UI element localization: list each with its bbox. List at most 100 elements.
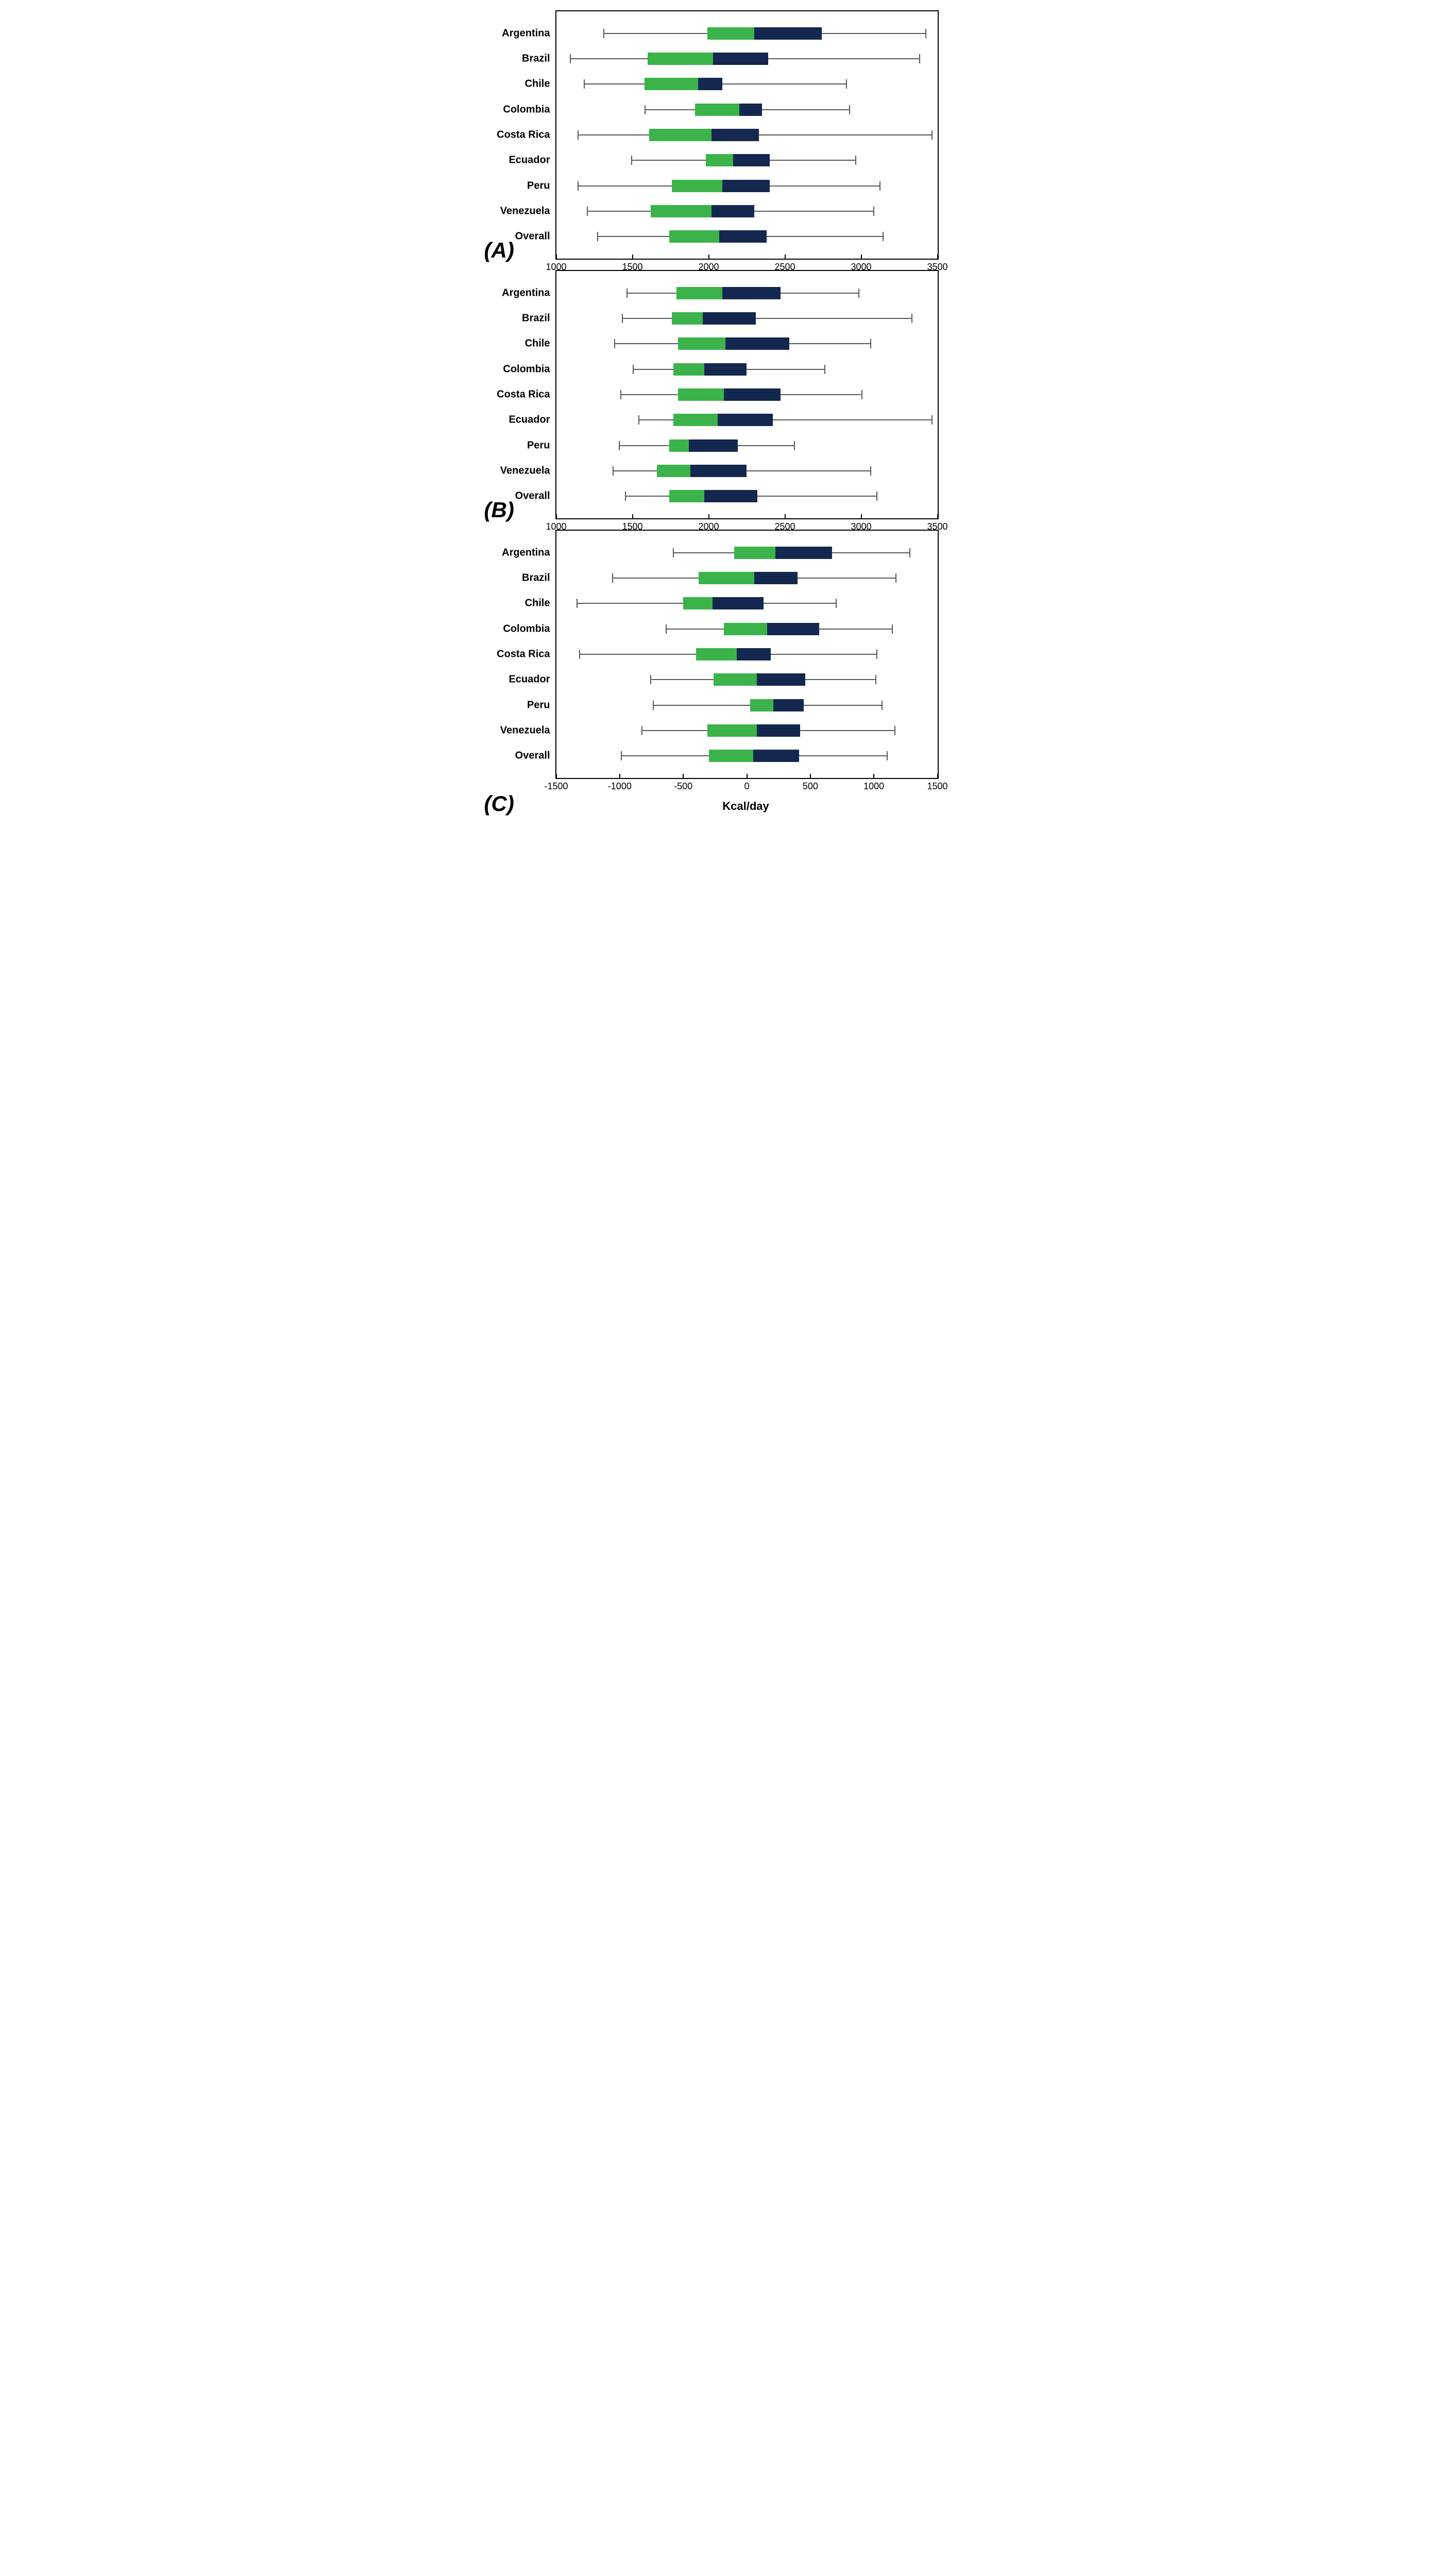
panel-letter: (A) bbox=[484, 238, 514, 263]
row-label: Ecuador bbox=[509, 674, 556, 686]
whisker-cap-low bbox=[613, 466, 614, 476]
box-med-q3 bbox=[773, 699, 804, 711]
plot-area: Argentina Brazil Chile bbox=[555, 270, 939, 519]
box-q1-med bbox=[696, 648, 737, 660]
tick-mark bbox=[632, 514, 633, 518]
x-axis: -1500 -1000 -500 0 500 1000 1500 bbox=[556, 778, 938, 799]
box-q1-med bbox=[699, 572, 755, 584]
whisker-cap-low bbox=[638, 415, 639, 425]
whisker-cap-low bbox=[621, 751, 622, 760]
whisker-cap-high bbox=[919, 54, 920, 63]
box-med-q3 bbox=[722, 180, 770, 192]
box-q1-med bbox=[678, 337, 725, 350]
tick-mark bbox=[619, 774, 620, 778]
whisker-cap-low bbox=[612, 573, 613, 583]
box-q1-med bbox=[649, 129, 711, 141]
whisker-cap-high bbox=[836, 599, 837, 608]
tick-mark bbox=[708, 255, 709, 259]
whisker-cap-high bbox=[861, 390, 862, 399]
box-row: Venezuela bbox=[556, 719, 938, 742]
whisker-cap-low bbox=[584, 79, 585, 89]
box-row: Colombia bbox=[556, 358, 938, 381]
row-label: Ecuador bbox=[509, 414, 556, 426]
box-med-q3 bbox=[713, 597, 764, 609]
plot-area: Argentina Brazil Chile bbox=[555, 10, 939, 260]
box-q1-med bbox=[657, 465, 690, 477]
tick-mark bbox=[556, 255, 557, 259]
row-label: Peru bbox=[527, 180, 556, 192]
row-label: Argentina bbox=[502, 547, 556, 558]
box-q1-med bbox=[645, 78, 698, 90]
row-label: Brazil bbox=[522, 53, 556, 65]
x-axis-title: Kcal/day bbox=[555, 800, 937, 813]
box-row: Overall bbox=[556, 225, 938, 248]
whisker-cap-high bbox=[879, 181, 880, 191]
box-q1-med bbox=[673, 363, 704, 376]
whisker-cap-high bbox=[883, 232, 884, 241]
row-label: Costa Rica bbox=[497, 649, 556, 660]
box-med-q3 bbox=[757, 673, 805, 686]
box-q1-med bbox=[676, 287, 722, 299]
box-med-q3 bbox=[704, 363, 747, 376]
box-q1-med bbox=[724, 623, 767, 635]
box-row: Brazil bbox=[556, 567, 938, 590]
tick-label: 1000 bbox=[863, 781, 884, 792]
box-med-q3 bbox=[704, 490, 758, 502]
whisker-cap-high bbox=[824, 365, 825, 374]
whisker-cap-high bbox=[925, 29, 926, 38]
whisker-cap-low bbox=[626, 289, 628, 298]
box-med-q3 bbox=[733, 154, 770, 166]
row-label: Ecuador bbox=[509, 155, 556, 166]
box-q1-med bbox=[734, 547, 775, 559]
whisker-cap-low bbox=[645, 105, 646, 114]
whisker-cap-low bbox=[614, 339, 615, 348]
whisker-cap-low bbox=[597, 232, 598, 241]
whisker-cap-high bbox=[870, 339, 871, 348]
tick-mark bbox=[937, 255, 938, 259]
tick-mark bbox=[632, 255, 633, 259]
box-q1-med bbox=[750, 699, 774, 711]
box-q1-med bbox=[706, 154, 733, 166]
whisker-cap-low bbox=[622, 314, 623, 323]
row-label: Brazil bbox=[522, 572, 556, 584]
box-med-q3 bbox=[767, 623, 819, 635]
box-q1-med bbox=[673, 414, 718, 426]
box-row: Ecuador bbox=[556, 409, 938, 432]
row-label: Overall bbox=[515, 490, 556, 502]
row-label: Colombia bbox=[503, 623, 556, 635]
box-row: Overall bbox=[556, 744, 938, 768]
whisker-cap-high bbox=[911, 314, 912, 323]
tick-mark bbox=[556, 514, 557, 518]
box-med-q3 bbox=[711, 129, 759, 141]
row-label: Chile bbox=[525, 598, 556, 609]
row-label: Overall bbox=[515, 750, 556, 762]
tick-mark bbox=[785, 255, 786, 259]
row-label: Venezuela bbox=[500, 465, 556, 477]
whisker-cap-low bbox=[577, 599, 578, 608]
box-med-q3 bbox=[724, 388, 781, 401]
box-row: Peru bbox=[556, 174, 938, 197]
row-label: Overall bbox=[515, 231, 556, 243]
row-label: Colombia bbox=[503, 363, 556, 375]
box-q1-med bbox=[683, 597, 713, 609]
box-q1-med bbox=[709, 750, 753, 762]
box-row: Venezuela bbox=[556, 200, 938, 223]
whisker-cap-low bbox=[650, 675, 651, 684]
panel-C: (C) Argentina Brazil Chile bbox=[488, 530, 952, 813]
box-q1-med bbox=[651, 205, 711, 217]
box-q1-med bbox=[672, 180, 722, 192]
whisker-cap-low bbox=[578, 130, 579, 140]
whisker-cap-high bbox=[931, 415, 933, 425]
whisker-cap-high bbox=[876, 492, 877, 501]
box-med-q3 bbox=[753, 750, 799, 762]
box-med-q3 bbox=[775, 547, 832, 559]
box-row: Argentina bbox=[556, 281, 938, 304]
whisker-cap-high bbox=[794, 441, 795, 450]
whisker-cap-low bbox=[587, 207, 588, 216]
whisker-cap-low bbox=[620, 390, 621, 399]
box-row: Argentina bbox=[556, 541, 938, 564]
whisker-cap-low bbox=[666, 624, 667, 634]
tick-mark bbox=[937, 514, 938, 518]
row-label: Costa Rica bbox=[497, 129, 556, 141]
box-row: Chile bbox=[556, 73, 938, 96]
